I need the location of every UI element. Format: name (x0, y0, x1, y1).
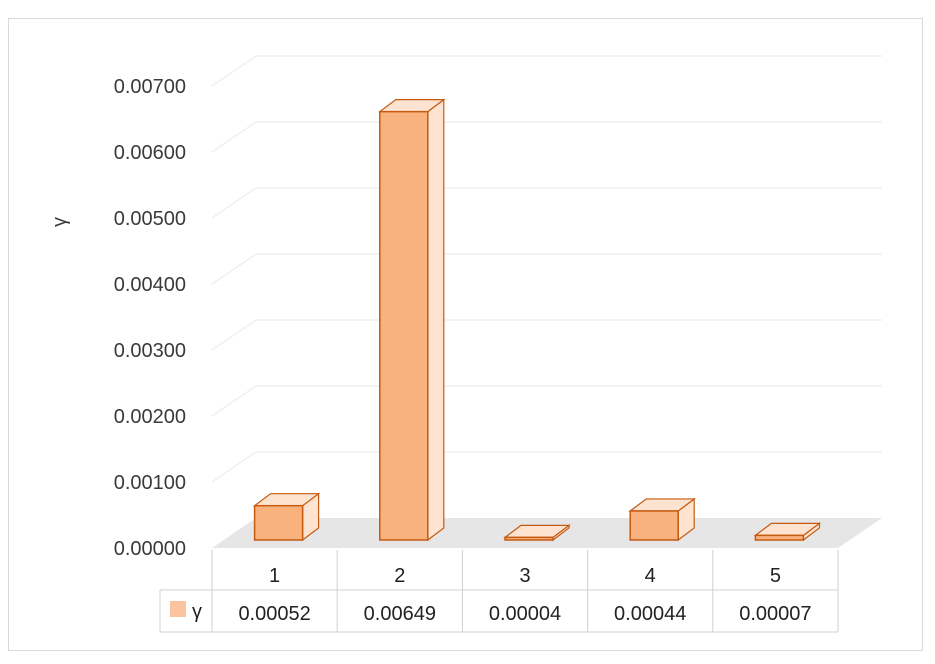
legend-swatch (170, 601, 186, 617)
y-tick-label: 0.00400 (114, 274, 186, 296)
y-tick-label: 0.00200 (114, 406, 186, 428)
gridline-side (211, 451, 257, 483)
bar-side (427, 98, 445, 542)
data-table-value: 0.00004 (489, 603, 561, 625)
gridline-side (211, 253, 257, 285)
x-category-label: 4 (645, 565, 656, 587)
y-tick-label: 0.00000 (114, 538, 186, 560)
bar-front (754, 534, 805, 541)
x-category-label: 2 (394, 565, 405, 587)
x-category-label: 1 (269, 565, 280, 587)
y-tick-label: 0.00500 (114, 208, 186, 230)
bar-front (379, 110, 429, 541)
y-tick-label: 0.00300 (114, 340, 186, 362)
data-table-value: 0.00007 (739, 603, 811, 625)
bar (252, 492, 321, 542)
legend-series-name: γ (192, 601, 202, 623)
x-category-label: 3 (519, 565, 530, 587)
data-table-value: 0.00044 (614, 603, 686, 625)
bar-front (629, 510, 679, 541)
y-tick-label: 0.00700 (114, 76, 186, 98)
gridline-side (211, 121, 257, 153)
x-category-label: 5 (770, 565, 781, 587)
gridline-side (211, 187, 257, 219)
gridline-side (211, 385, 257, 417)
bar-front (253, 504, 304, 541)
data-table-value: 0.00052 (238, 603, 310, 625)
bar (503, 524, 571, 542)
bar (628, 497, 697, 542)
y-tick-label: 0.00100 (114, 472, 186, 494)
bar (753, 522, 822, 542)
data-table-value: 0.00649 (364, 603, 436, 625)
gridline-side (211, 319, 257, 351)
bar-front (504, 536, 554, 541)
gridline-side (211, 55, 257, 87)
y-tick-label: 0.00600 (114, 142, 186, 164)
bar (377, 98, 446, 542)
y-axis-label: γ (49, 217, 71, 227)
